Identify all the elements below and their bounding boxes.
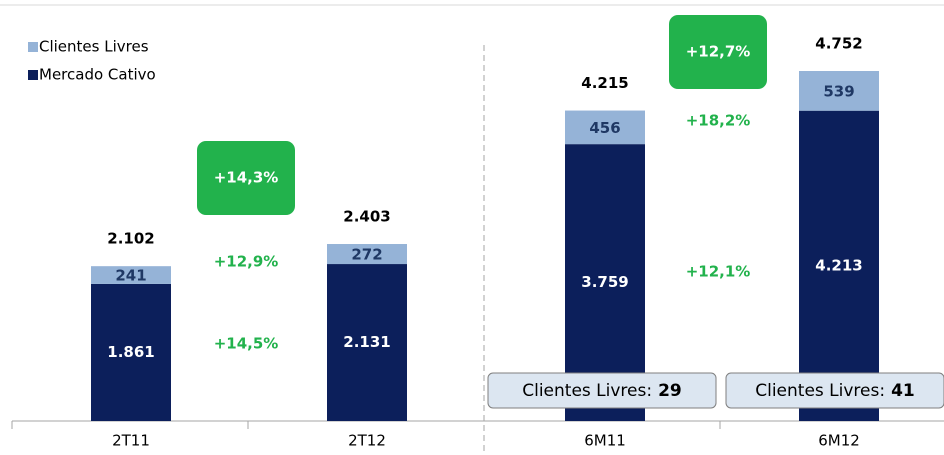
growth-label: +18,2% xyxy=(686,112,751,130)
bar-segment xyxy=(565,110,645,145)
legend-label: Clientes Livres xyxy=(39,38,149,56)
total-label: 2.403 xyxy=(343,208,390,226)
total-label: 4.215 xyxy=(581,74,628,92)
bar-segment xyxy=(91,266,171,284)
growth-label: +12,9% xyxy=(214,253,279,271)
x-tick-label: 2T11 xyxy=(112,432,150,450)
value-label: 272 xyxy=(351,246,382,264)
bar-segment xyxy=(799,110,879,422)
bar-segment xyxy=(327,244,407,265)
note-text: Clientes Livres: xyxy=(755,381,885,401)
note-value: 41 xyxy=(891,381,915,401)
growth-label: +14,3% xyxy=(214,169,279,187)
value-label: 539 xyxy=(823,82,854,100)
value-label: 4.213 xyxy=(815,256,862,274)
note-label: Clientes Livres: 41 xyxy=(755,381,915,401)
growth-box xyxy=(197,141,295,215)
x-tick-label: 6M11 xyxy=(584,432,626,450)
value-label: 456 xyxy=(589,119,620,137)
bar-segment xyxy=(91,283,171,421)
growth-label: +12,7% xyxy=(686,43,751,61)
growth-box xyxy=(669,15,767,89)
value-label: 241 xyxy=(115,267,146,285)
growth-label: +12,1% xyxy=(686,263,751,281)
growth-label: +14,5% xyxy=(214,335,279,353)
value-label: 3.759 xyxy=(581,273,628,291)
value-label: 2.131 xyxy=(343,333,390,351)
note-box xyxy=(487,372,717,409)
legend-swatch xyxy=(28,70,38,80)
total-label: 4.752 xyxy=(815,35,862,53)
value-label: 1.861 xyxy=(107,343,154,361)
total-label: 2.102 xyxy=(107,230,154,248)
x-tick-label: 6M12 xyxy=(818,432,860,450)
legend-swatch xyxy=(28,42,38,52)
bar-segment xyxy=(327,264,407,421)
legend-label: Mercado Cativo xyxy=(39,66,156,84)
note-box xyxy=(725,372,944,409)
note-text: Clientes Livres: xyxy=(522,381,652,401)
note-value: 29 xyxy=(658,381,682,401)
x-tick-label: 2T12 xyxy=(348,432,386,450)
note-label: Clientes Livres: 29 xyxy=(522,381,682,401)
bar-segment xyxy=(799,71,879,111)
